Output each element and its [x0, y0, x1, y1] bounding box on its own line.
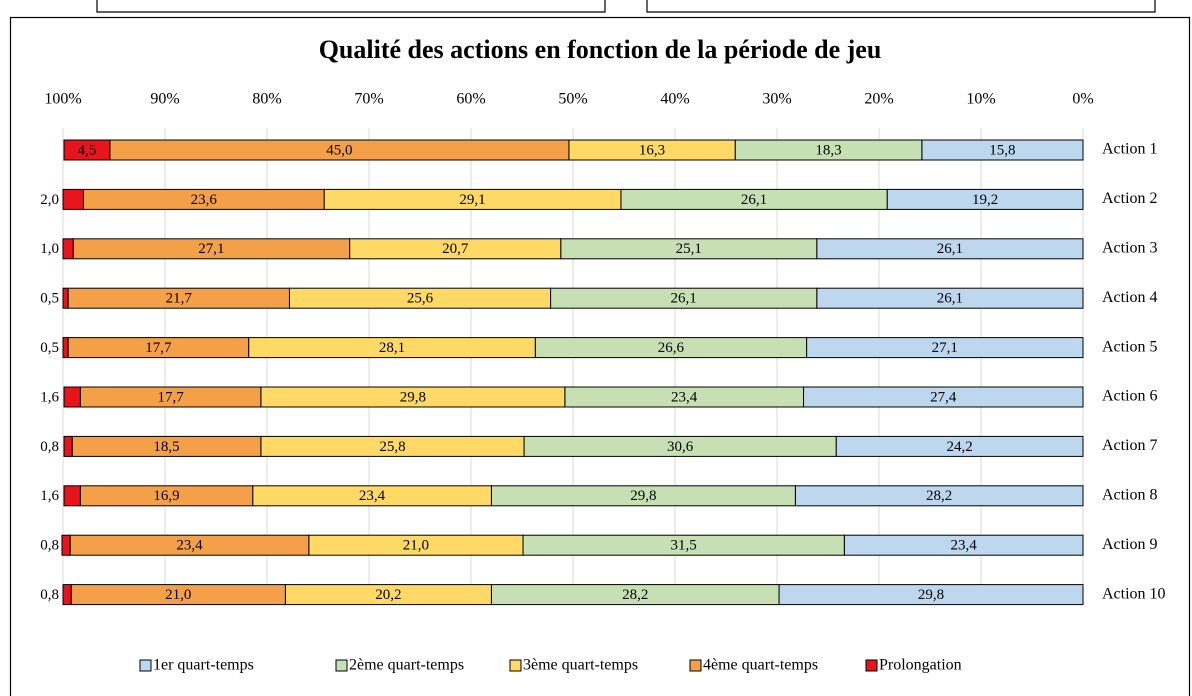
- category-label: Action 9: [1102, 536, 1158, 553]
- x-tick-label: 10%: [966, 91, 995, 108]
- data-label: 1,6: [40, 389, 59, 405]
- data-label: 21,0: [403, 538, 429, 554]
- bar-segment: [62, 584, 72, 606]
- legend-swatch: [509, 659, 522, 672]
- legend-swatch: [689, 659, 702, 672]
- data-label: 2,0: [40, 192, 59, 208]
- bar-segment: [63, 435, 73, 457]
- data-label: 31,5: [671, 538, 697, 554]
- bar-segment: [63, 386, 81, 408]
- data-label: 20,7: [442, 241, 469, 257]
- category-label: Action 7: [1102, 437, 1158, 454]
- data-label: 29,1: [459, 192, 485, 208]
- legend-label: 3ème quart-temps: [523, 657, 638, 674]
- bar-segment: [62, 337, 69, 359]
- data-label: 30,6: [667, 439, 694, 455]
- legend-label: 4ème quart-temps: [703, 657, 818, 674]
- category-label: Action 6: [1102, 388, 1158, 405]
- data-label: 26,1: [937, 241, 963, 257]
- x-tick-label: 100%: [44, 91, 81, 108]
- data-label: 16,3: [639, 142, 665, 158]
- category-label: Action 2: [1102, 190, 1158, 207]
- data-label: 29,8: [918, 587, 944, 603]
- x-tick-label: 70%: [354, 91, 383, 108]
- data-label: 0,5: [40, 340, 59, 356]
- data-label: 23,4: [671, 389, 698, 405]
- legend-swatch: [865, 659, 878, 672]
- x-tick-label: 90%: [150, 91, 179, 108]
- legend-label: 2ème quart-temps: [349, 657, 464, 674]
- data-label: 17,7: [157, 389, 184, 405]
- data-label: 26,1: [937, 291, 963, 307]
- data-label: 26,1: [671, 291, 697, 307]
- data-label: 25,1: [676, 241, 702, 257]
- data-label: 0,8: [40, 439, 59, 455]
- data-label: 29,8: [630, 488, 656, 504]
- data-label: 23,6: [191, 192, 218, 208]
- bar-segment: [62, 287, 69, 309]
- bar-segment: [63, 485, 81, 507]
- data-label: 28,2: [622, 587, 648, 603]
- data-label: 29,8: [400, 389, 426, 405]
- data-label: 24,2: [946, 439, 972, 455]
- data-label: 18,3: [815, 142, 841, 158]
- category-label: Action 4: [1102, 289, 1158, 306]
- x-tick-label: 0%: [1072, 91, 1093, 108]
- data-label: 15,8: [989, 142, 1015, 158]
- legend-label: Prolongation: [879, 657, 962, 674]
- data-label: 28,1: [379, 340, 405, 356]
- bar-segment: [62, 238, 74, 260]
- data-label: 18,5: [153, 439, 179, 455]
- data-label: 27,1: [932, 340, 958, 356]
- data-label: 26,6: [658, 340, 685, 356]
- legend-label: 1er quart-temps: [153, 657, 254, 674]
- data-label: 27,1: [198, 241, 224, 257]
- data-label: 23,4: [951, 538, 978, 554]
- data-label: 1,6: [40, 488, 59, 504]
- x-tick-label: 80%: [252, 91, 281, 108]
- x-tick-label: 40%: [660, 91, 689, 108]
- x-tick-label: 60%: [456, 91, 485, 108]
- data-label: 21,0: [165, 587, 191, 603]
- category-label: Action 1: [1102, 141, 1158, 158]
- chart-frame: [9, 16, 1191, 696]
- data-label: 0,5: [40, 291, 59, 307]
- x-tick-label: 50%: [558, 91, 587, 108]
- data-label: 21,7: [166, 291, 193, 307]
- data-label: 4,5: [78, 142, 97, 158]
- legend-swatch: [335, 659, 348, 672]
- category-label: Action 10: [1102, 585, 1166, 602]
- upper-boxes: [96, 0, 1156, 13]
- data-label: 23,4: [176, 538, 203, 554]
- data-label: 20,2: [375, 587, 401, 603]
- chart-title: Qualité des actions en fonction de la pé…: [319, 35, 882, 64]
- data-label: 23,4: [359, 488, 386, 504]
- bar-segment: [61, 534, 71, 556]
- bar-segment: [63, 139, 111, 161]
- data-label: 45,0: [326, 142, 352, 158]
- category-label: Action 8: [1102, 486, 1158, 503]
- data-label: 28,2: [926, 488, 952, 504]
- data-label: 16,9: [153, 488, 179, 504]
- data-label: 26,1: [741, 192, 767, 208]
- x-tick-label: 30%: [762, 91, 791, 108]
- data-label: 0,8: [40, 538, 59, 554]
- legend-swatch: [139, 659, 152, 672]
- bar-segment: [62, 188, 84, 210]
- category-label: Action 3: [1102, 239, 1158, 256]
- data-label: 17,7: [145, 340, 172, 356]
- data-label: 25,8: [379, 439, 405, 455]
- data-label: 19,2: [972, 192, 998, 208]
- category-label: Action 5: [1102, 338, 1158, 355]
- data-label: 0,8: [40, 587, 59, 603]
- data-label: 25,6: [407, 291, 434, 307]
- data-label: 1,0: [40, 241, 59, 257]
- x-tick-label: 20%: [864, 91, 893, 108]
- data-label: 27,4: [930, 389, 957, 405]
